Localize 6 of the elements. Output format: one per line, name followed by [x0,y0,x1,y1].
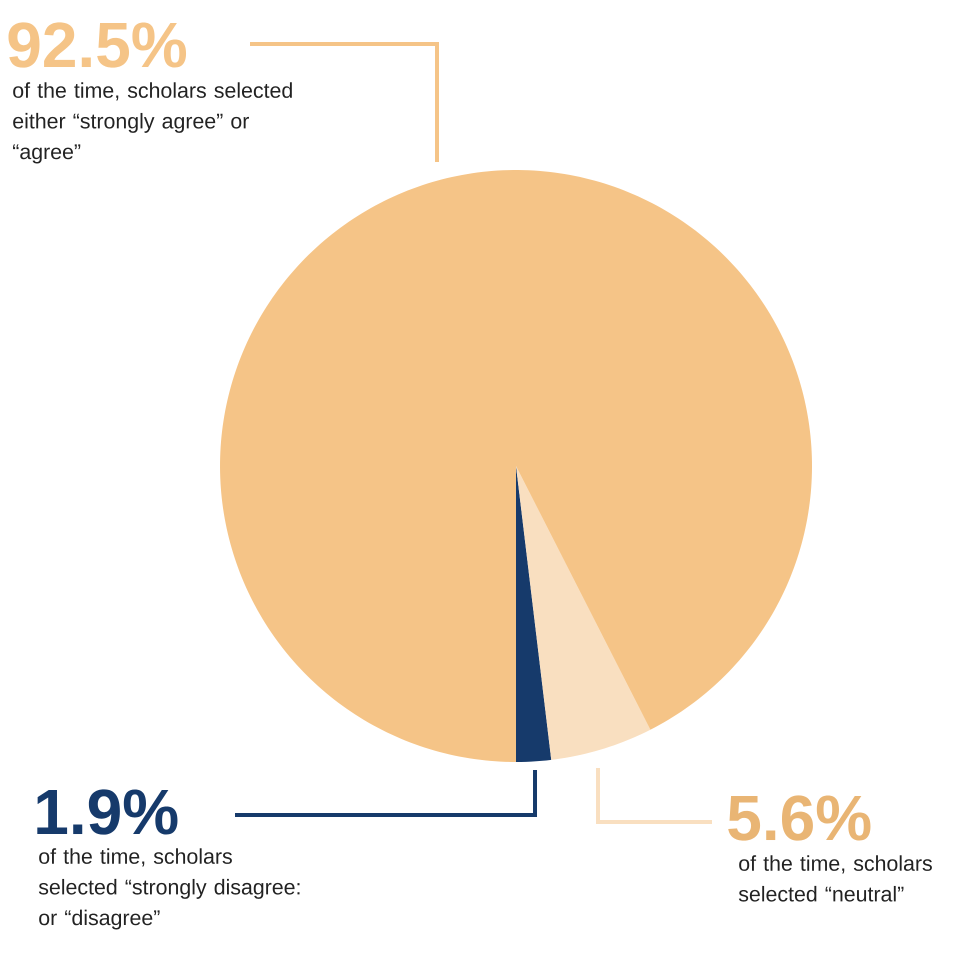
data-label: 5.6% [728,795,870,841]
data-label: 92.5% [8,22,186,68]
slice-label: of the time, scholars selected “strongly disagree: or “disagree” [38,848,300,930]
data-label: 1.9% [37,789,178,835]
slice-label: of the time, scholars selected “neutral” [738,855,932,902]
slice-label: of the time, scholars selected either “strongly agree” or “agree” [13,82,292,164]
